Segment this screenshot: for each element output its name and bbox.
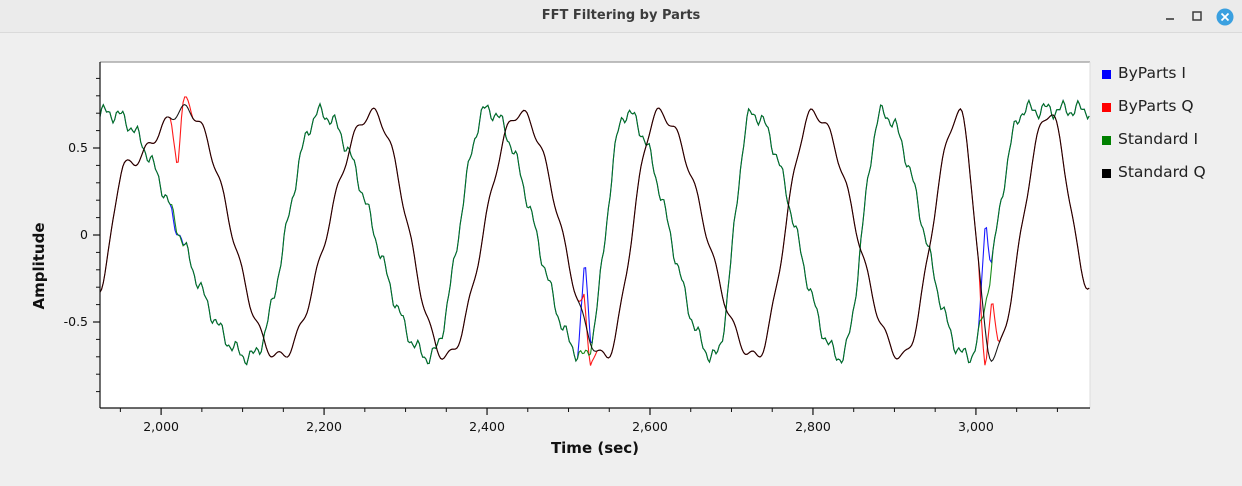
plot-canvas[interactable]: 2,000 2,200 2,400 2,600 2,800 3,000 0.5 0 -0.5 T… <box>0 33 1242 486</box>
legend-label-byparts-i: ByParts I <box>1118 64 1186 82</box>
x-tick-label-2600: 2,600 <box>632 419 668 434</box>
legend-label-byparts-q: ByParts Q <box>1118 97 1194 115</box>
y-tick-label-0: 0.5 <box>68 140 88 155</box>
legend-swatch-standard-i <box>1102 136 1111 145</box>
legend-swatch-byparts-i <box>1102 70 1111 79</box>
x-tick-label-3000: 3,000 <box>958 419 994 434</box>
y-axis-label: Amplitude <box>30 222 48 309</box>
series-line-standard-i <box>99 99 1090 366</box>
series-line-standard-q <box>99 103 1090 363</box>
x-axis-label: Time (sec) <box>551 439 639 457</box>
window-title: FFT Filtering by Parts <box>541 8 701 23</box>
legend-label-standard-i: Standard I <box>1118 130 1199 148</box>
x-tick-label-2000: 2,000 <box>143 419 179 434</box>
maximize-icon <box>1192 11 1202 21</box>
y-tick-label-1: 0 <box>80 227 88 242</box>
legend-swatch-byparts-q <box>1102 103 1111 112</box>
legend-label-standard-q: Standard Q <box>1118 163 1206 181</box>
close-icon <box>1216 8 1234 26</box>
minimize-icon <box>1166 18 1174 20</box>
minimize-button[interactable] <box>1162 8 1178 24</box>
plot-window-content: 2,000 2,200 2,400 2,600 2,800 3,000 0.5 0 -0.5 T… <box>0 33 1242 486</box>
x-tick-label-2800: 2,800 <box>795 419 831 434</box>
title-bar: FFT Filtering by Parts <box>0 0 1242 33</box>
legend-swatch-standard-q <box>1102 169 1111 178</box>
maximize-button[interactable] <box>1189 8 1205 24</box>
close-button[interactable] <box>1216 8 1234 26</box>
y-tick-label-2: -0.5 <box>64 314 88 329</box>
x-tick-label-2200: 2,200 <box>306 419 342 434</box>
x-tick-label-2400: 2,400 <box>469 419 505 434</box>
